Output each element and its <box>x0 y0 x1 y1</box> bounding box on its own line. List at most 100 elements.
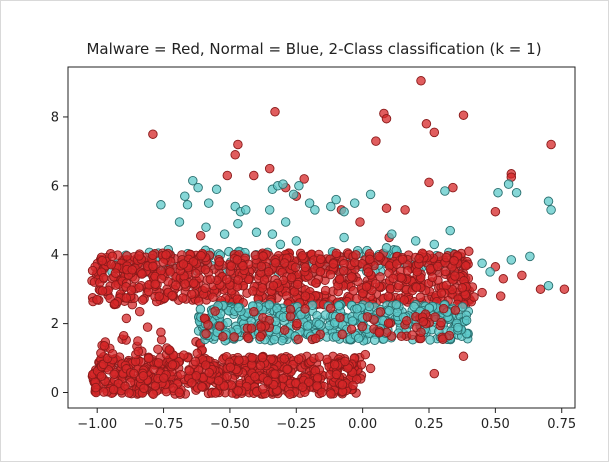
normal-point <box>241 205 251 215</box>
malware-point <box>360 349 371 360</box>
malware-point <box>436 288 447 298</box>
malware-point <box>365 254 375 265</box>
normal-point <box>347 316 358 326</box>
normal-point <box>485 267 495 277</box>
malware-point <box>300 291 311 301</box>
normal-point <box>278 179 288 189</box>
normal-point <box>251 227 262 238</box>
malware-point <box>200 283 210 293</box>
malware-point <box>421 119 432 129</box>
malware-point <box>396 331 407 342</box>
malware-point <box>118 330 129 341</box>
malware-point <box>148 250 158 260</box>
malware-point <box>363 267 374 277</box>
normal-point <box>326 201 336 212</box>
normal-point <box>384 306 394 316</box>
malware-point <box>418 317 429 327</box>
normal-point <box>410 236 421 246</box>
normal-point <box>277 335 287 346</box>
normal-point <box>264 300 275 310</box>
normal-point <box>352 304 362 314</box>
x-tick-label: 0.25 <box>415 417 444 432</box>
malware-point <box>263 376 273 386</box>
malware-point <box>299 174 309 184</box>
malware-point <box>424 177 434 188</box>
malware-point <box>326 389 336 399</box>
malware-point <box>148 389 159 399</box>
malware-point <box>415 292 426 303</box>
malware-point <box>337 379 348 390</box>
normal-point <box>269 334 280 345</box>
malware-point <box>110 268 121 278</box>
normal-point <box>353 333 364 344</box>
y-tick-label: 2 <box>51 317 59 332</box>
malware-point <box>190 356 201 367</box>
malware-point <box>477 287 487 298</box>
malware-point <box>159 373 169 383</box>
malware-point <box>201 329 211 339</box>
malware-point <box>243 333 253 343</box>
normal-point <box>381 243 392 253</box>
malware-point <box>98 273 109 283</box>
malware-point <box>122 251 132 261</box>
malware-point <box>317 387 327 398</box>
malware-point <box>200 264 211 275</box>
malware-point <box>258 384 268 394</box>
malware-point <box>97 286 108 296</box>
malware-point <box>154 291 164 302</box>
malware-point <box>535 284 546 294</box>
malware-point <box>346 272 357 282</box>
malware-point <box>214 257 225 267</box>
malware-point <box>263 266 274 277</box>
malware-point <box>179 350 189 360</box>
malware-point <box>215 321 225 331</box>
malware-point <box>335 274 345 284</box>
malware-point <box>348 285 359 296</box>
malware-point <box>458 351 469 362</box>
normal-point <box>180 191 190 201</box>
malware-point <box>256 322 266 332</box>
malware-point <box>203 320 213 330</box>
malware-point <box>429 368 440 379</box>
malware-point <box>325 269 336 280</box>
malware-point <box>96 371 107 381</box>
malware-point <box>285 311 296 322</box>
malware-point <box>137 269 147 279</box>
malware-point <box>246 323 257 333</box>
malware-point <box>315 266 326 277</box>
normal-point <box>182 200 193 210</box>
x-tick-label: −1.00 <box>77 417 117 432</box>
malware-point <box>381 113 392 124</box>
normal-point <box>525 251 535 262</box>
malware-point <box>191 268 201 279</box>
malware-point <box>559 284 570 294</box>
malware-point <box>167 290 177 301</box>
malware-point <box>290 262 301 273</box>
malware-point <box>150 279 160 289</box>
malware-point <box>171 280 181 291</box>
malware-point <box>124 388 134 398</box>
malware-point <box>311 333 321 344</box>
malware-point <box>495 291 506 301</box>
normal-point <box>429 239 440 250</box>
malware-point <box>196 250 206 261</box>
malware-point <box>186 289 197 299</box>
y-tick-label: 0 <box>51 386 59 401</box>
malware-point <box>348 380 358 391</box>
malware-point <box>247 353 257 363</box>
malware-point <box>383 291 394 302</box>
normal-point <box>365 189 376 200</box>
malware-point <box>399 295 410 305</box>
malware-point <box>355 217 365 227</box>
malware-point <box>461 261 471 271</box>
malware-point <box>222 371 232 382</box>
malware-point <box>153 358 164 368</box>
malware-point <box>107 348 118 359</box>
malware-point <box>248 286 258 296</box>
normal-point <box>461 315 472 326</box>
malware-point <box>412 266 422 277</box>
malware-point <box>176 369 186 380</box>
malware-point <box>375 307 386 317</box>
malware-point <box>292 318 302 329</box>
malware-point <box>329 359 340 370</box>
